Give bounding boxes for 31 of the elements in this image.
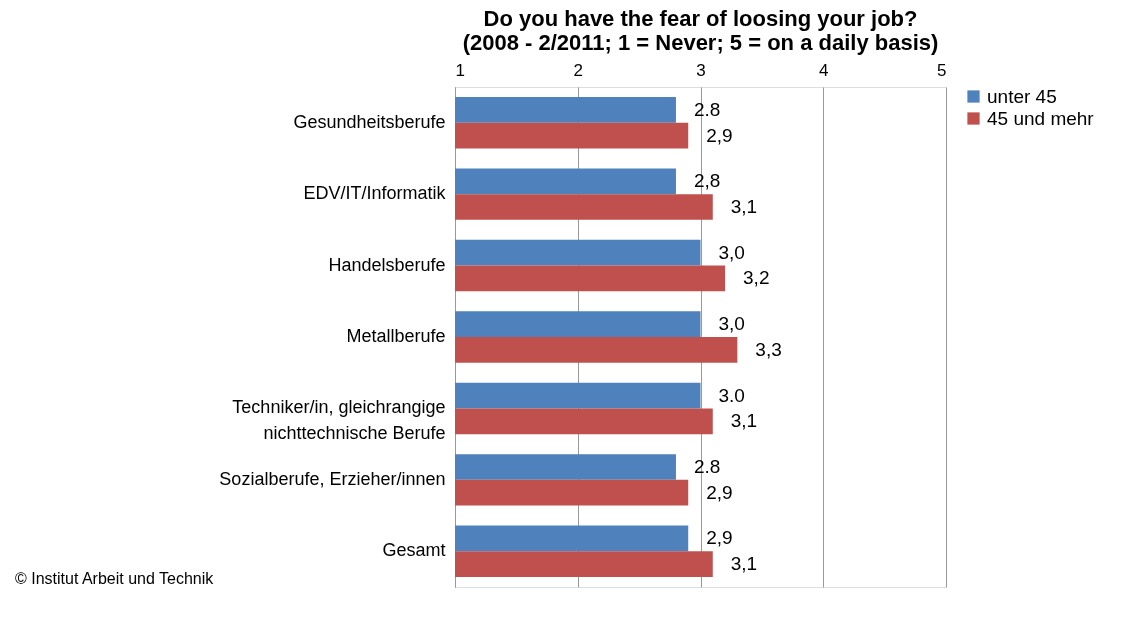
x-tick-label: 4 — [819, 60, 829, 80]
data-label: 3,1 — [730, 410, 758, 432]
text: © Institut Arbeit und Technik — [15, 570, 215, 587]
data-label: 3,1 — [730, 553, 758, 575]
text: (2008 - 2/2011; 1 = Never; 5 = on a daily basis) — [462, 30, 939, 55]
y-tick-label: Techniker/in, gleichrangige nichttechnische Berufe — [232, 397, 446, 444]
y-tick-label: Sozialberufe, Erzieher/innen — [219, 468, 446, 489]
data-label: 3,0 — [718, 241, 745, 263]
x-tick-label: 5 — [937, 60, 947, 80]
y-tick-label: Gesundheitsberufe — [293, 111, 446, 132]
data-label: 3,2 — [743, 267, 770, 289]
data-label: 2,9 — [706, 481, 733, 503]
data-label: 2,8 — [693, 170, 721, 192]
x-tick-label: 2 — [573, 60, 583, 80]
x-tick-label: 1 — [455, 60, 465, 80]
y-tick-label: Handelsberufe — [328, 254, 446, 275]
y-tick-label: Metallberufe — [346, 326, 446, 346]
text: Do you have the fear of loosing your job? — [483, 6, 918, 31]
y-tick-label: EDV/IT/Informatik — [303, 183, 447, 204]
data-label: 2.8 — [693, 456, 721, 477]
legend-label: unter 45 — [987, 85, 1057, 107]
data-label: 3,3 — [755, 338, 782, 360]
data-label: 2,9 — [706, 527, 733, 549]
data-label: 3,0 — [718, 313, 745, 335]
data-label: 3.0 — [718, 384, 745, 406]
data-label: 2,9 — [706, 124, 733, 146]
data-label: 2.8 — [693, 98, 721, 120]
y-tick-label: Gesamt — [382, 540, 446, 561]
legend-label: 45 und mehr — [987, 107, 1095, 129]
x-tick-label: 3 — [696, 60, 706, 80]
data-label: 3,1 — [730, 196, 758, 217]
